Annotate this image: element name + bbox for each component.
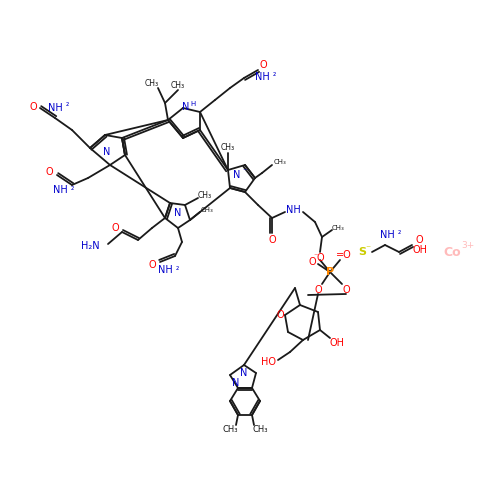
Text: O: O [268,235,276,245]
Text: CH₃: CH₃ [200,207,213,213]
Text: ⁻: ⁻ [314,252,318,260]
Text: ₂: ₂ [272,68,276,78]
Text: H₂N: H₂N [80,241,100,251]
Text: CH₃: CH₃ [145,78,159,88]
Text: CH₃: CH₃ [171,80,185,90]
Text: O: O [276,310,284,320]
Text: N: N [182,102,190,112]
Text: S: S [358,247,366,257]
Text: CH₃: CH₃ [222,424,238,434]
Text: NH: NH [254,72,270,82]
Text: N: N [234,170,240,180]
Text: =O: =O [336,250,352,260]
Text: CH₃: CH₃ [198,192,212,200]
Text: ₂: ₂ [70,182,74,192]
Text: ₂: ₂ [176,262,178,272]
Text: NH: NH [48,103,62,113]
Text: O: O [148,260,156,270]
Text: NH: NH [158,265,172,275]
Text: OH: OH [412,245,428,255]
Text: HO: HO [260,357,276,367]
Text: P: P [326,267,334,277]
Text: O: O [308,257,316,267]
Text: N: N [232,378,239,388]
Text: CH₃: CH₃ [221,142,235,152]
Text: ₂: ₂ [66,100,68,108]
Text: OH: OH [330,338,344,348]
Text: N: N [240,368,248,378]
Text: H: H [190,101,196,107]
Text: O: O [316,253,324,263]
Text: NH: NH [52,185,68,195]
Text: O: O [342,285,350,295]
Text: O: O [415,235,423,245]
Text: 3+: 3+ [462,242,474,250]
Text: NH: NH [286,205,300,215]
Text: O: O [29,102,37,112]
Text: CH₃: CH₃ [252,424,268,434]
Text: O: O [259,60,267,70]
Text: ₂: ₂ [398,226,400,235]
Text: O: O [111,223,119,233]
Text: ⁻: ⁻ [243,166,247,175]
Text: CH₃: CH₃ [274,159,286,165]
Text: ⁻: ⁻ [366,244,370,254]
Text: Co: Co [443,246,461,258]
Text: NH: NH [380,230,394,240]
Text: CH₃: CH₃ [332,225,344,231]
Text: O: O [45,167,53,177]
Text: O: O [314,285,322,295]
Text: N: N [174,208,182,218]
Text: N: N [104,147,110,157]
